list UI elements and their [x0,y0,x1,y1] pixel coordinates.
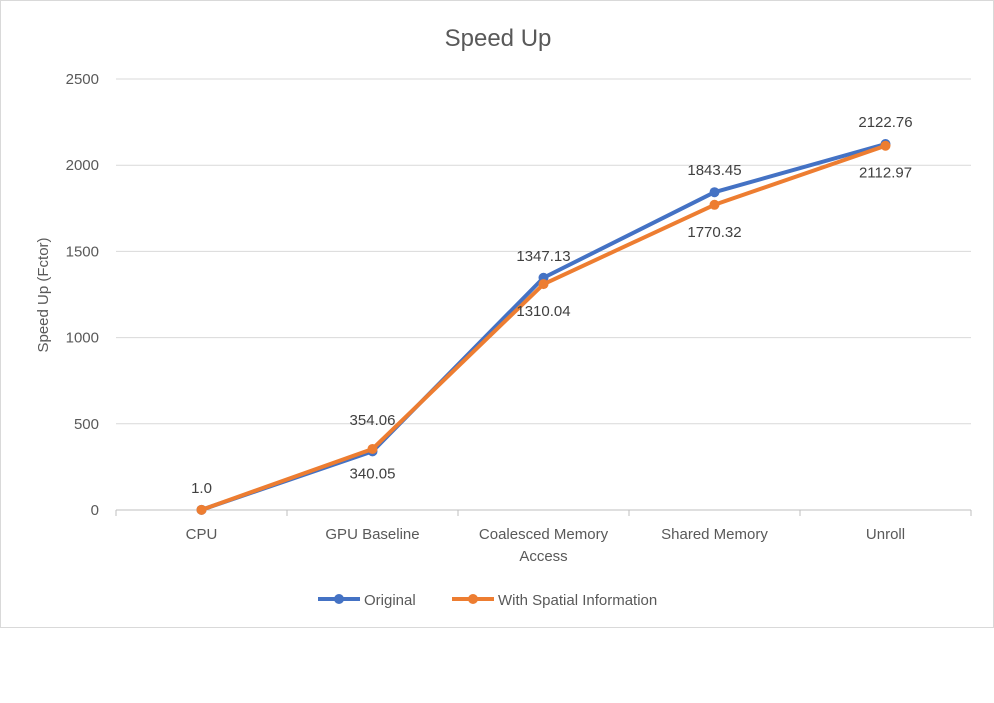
data-label: 1770.32 [687,224,741,241]
data-label: 1843.45 [687,162,741,179]
y-tick-label: 1000 [66,330,99,347]
legend-label: Original [364,592,416,609]
x-tick-label: CPU [186,526,218,543]
y-tick-labels: 0 500 1000 1500 2000 2500 [66,71,99,519]
y-tick-label: 1500 [66,243,99,260]
chart-area: Speed Up Speed Up (Fctor) 0 500 1000 1500 20… [0,0,994,628]
data-point [367,443,378,454]
x-tick-label: Unroll [866,526,905,543]
y-tick-label: 2500 [66,71,99,88]
x-tick-label: Coalesced Memory Access [479,526,609,565]
gridlines [115,78,972,516]
legend: Original With Spatial Information [318,592,657,609]
data-point [196,504,207,515]
data-labels: 1.0 340.05 1347.13 1843.45 2122.76 354.06 1310… [191,114,913,497]
data-label: 2112.97 [859,165,912,182]
data-label: 1310.04 [516,303,570,320]
line-chart: Speed Up Speed Up (Fctor) 0 500 1000 1500 20… [35,25,972,609]
series-line-0 [199,142,888,512]
x-tick-label: GPU Baseline [325,526,419,543]
data-point [709,199,720,210]
series-lines [196,139,891,515]
y-axis-label: Speed Up (Fctor) [35,237,52,352]
series-line-1 [199,143,888,512]
data-label: 1347.13 [516,248,570,265]
legend-marker [468,594,478,604]
data-label: 2122.76 [858,114,912,131]
legend-label: With Spatial Information [498,592,657,609]
data-point [538,279,549,290]
y-tick-label: 2000 [66,157,99,174]
data-label: 354.06 [350,412,396,429]
y-tick-label: 500 [74,416,99,433]
y-tick-label: 0 [91,502,99,519]
x-tick-labels: CPU GPU Baseline Coalesced Memory Access Sha… [186,526,905,565]
x-tick-label: Shared Memory [661,526,768,543]
data-point [880,140,891,151]
data-point [709,187,720,198]
legend-marker [334,594,344,604]
data-label: 340.05 [350,465,396,482]
chart-title: Speed Up [445,25,552,52]
data-label: 1.0 [191,480,212,497]
